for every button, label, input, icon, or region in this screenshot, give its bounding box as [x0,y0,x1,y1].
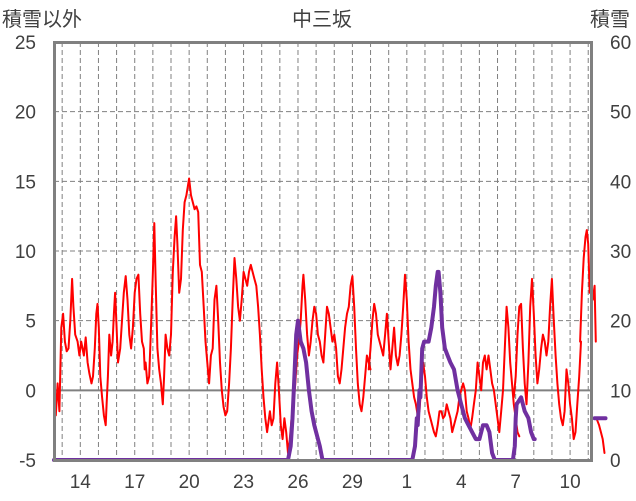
series-group [52,177,608,462]
left-tick-label: -5 [19,451,36,472]
temperature-series-line [595,417,606,454]
x-tick-label: 4 [456,472,467,493]
plot-frame [53,41,593,462]
left-tick-label: 15 [15,172,36,193]
grid [54,42,591,460]
x-tick-label: 10 [560,472,581,493]
x-ticks: 14 17 20 23 26 29 1 4 7 10 [70,472,581,493]
x-tick-label: 29 [342,472,363,493]
left-axis-label: 積雪以外 [2,7,82,31]
x-tick-label: 7 [510,472,521,493]
right-tick-label: 20 [610,312,631,333]
left-tick-label: 25 [15,33,36,54]
temperature-series-line [579,229,597,343]
x-tick-label: 17 [124,472,145,493]
temperature-series-line [512,277,582,441]
x-tick-label: 14 [70,472,92,493]
temperature-series-line [53,177,372,454]
x-tick-label: 1 [402,472,413,493]
x-tick-label: 26 [287,472,308,493]
chart-title: 中三坂 [292,7,352,31]
right-tick-label: 50 [610,103,631,124]
right-tick-label: 40 [610,172,631,193]
right-axis-label: 積雪 [590,7,630,31]
x-tick-label: 23 [233,472,254,493]
left-ticks: 25 20 15 10 5 0 -5 [15,33,36,472]
right-tick-label: 60 [610,33,631,54]
x-tick-label: 20 [179,472,200,493]
left-tick-label: 0 [25,381,36,402]
right-tick-label: 10 [610,381,631,402]
temperature-series-line [367,273,521,438]
right-tick-label: 0 [610,451,621,472]
left-tick-label: 5 [25,312,36,333]
left-tick-label: 10 [15,242,36,263]
left-tick-label: 20 [15,103,36,124]
right-tick-label: 30 [610,242,631,263]
right-ticks: 60 50 40 30 20 10 0 [610,33,631,472]
snow-series-line [52,269,537,462]
